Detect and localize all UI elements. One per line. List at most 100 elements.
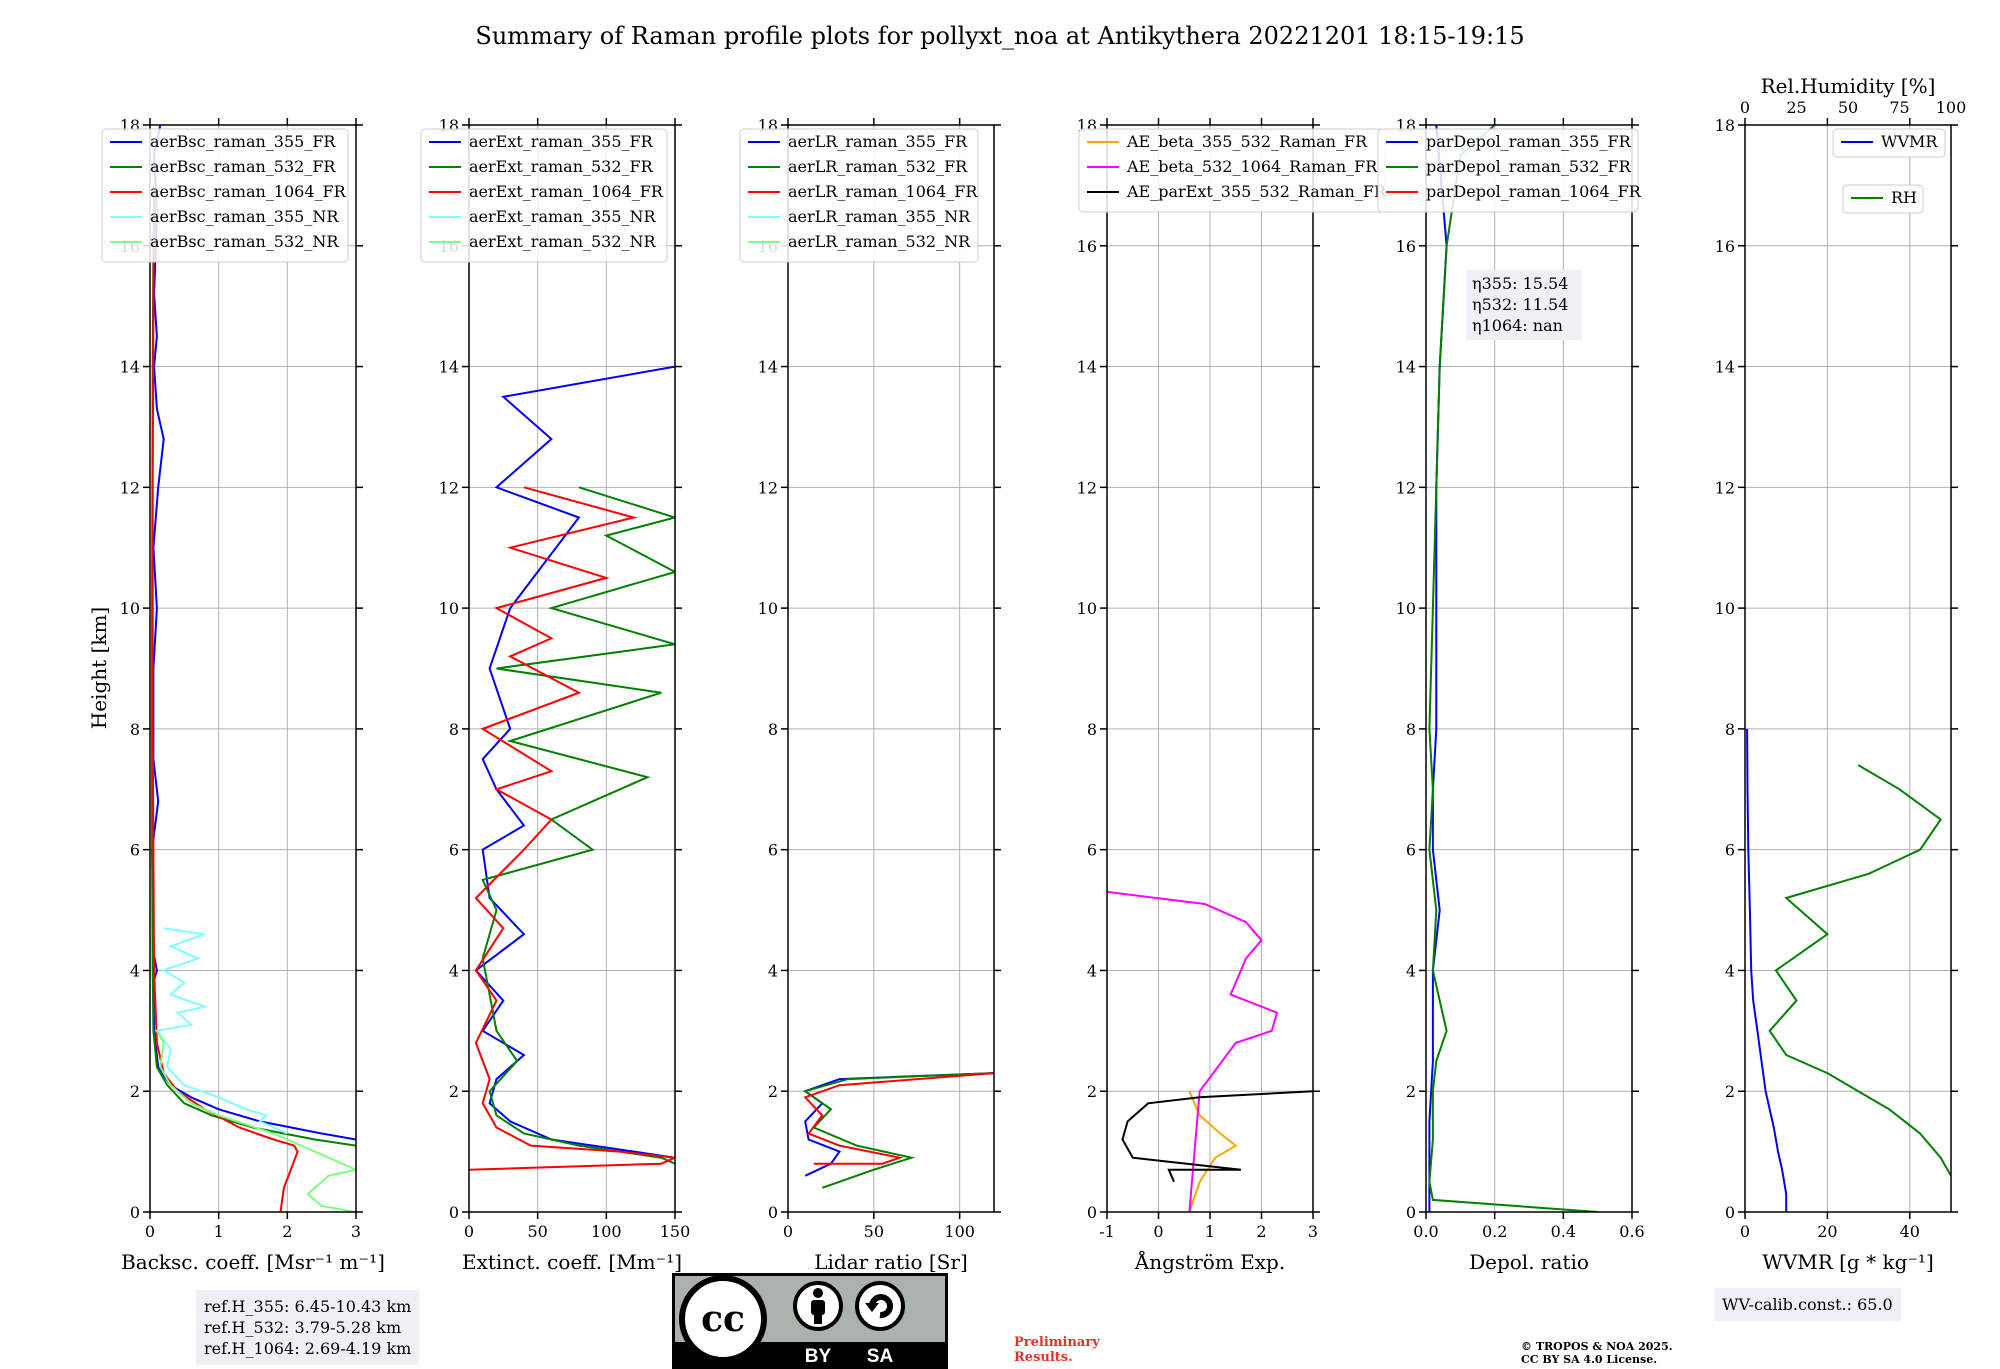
series-group: [151, 125, 356, 1212]
series-aerbsc-raman-532-nr: [156, 1030, 356, 1212]
y-tick-label: 14: [1396, 358, 1416, 377]
series-aerlr-raman-355-fr: [803, 1072, 994, 1177]
preliminary-line-1: Preliminary: [1014, 1335, 1100, 1350]
plot-frame: [1106, 124, 1314, 1213]
x2-tick-label: 0: [1740, 98, 1750, 117]
y-tick-label: 2: [130, 1082, 140, 1101]
share-alike-icon: [855, 1281, 905, 1331]
x-tick-label: 0.0: [1413, 1222, 1438, 1241]
series-aerlr-raman-532-fr: [802, 1072, 994, 1189]
y-tick-label: 14: [758, 358, 778, 377]
y-tick-label: 12: [120, 478, 140, 497]
plot-frame: [149, 124, 357, 1213]
y-tick-label: 4: [1087, 961, 1097, 980]
series-group: [1428, 125, 1598, 1212]
plot-frame: [468, 124, 676, 1213]
wv-calibration-box: WV-calib.const.: 65.0: [1714, 1288, 1901, 1321]
legend-entry: AE_parExt_355_532_Raman_FR: [1126, 182, 1387, 201]
legend-frame: [420, 128, 668, 263]
y-tick-label: 10: [120, 599, 140, 618]
sa-label: SA: [867, 1346, 894, 1367]
y-tick-label: 18: [1715, 116, 1735, 135]
lidar-ratio-panel: 024681012141618050100Lidar ratio [Sr]aer…: [739, 116, 1001, 1274]
x-axis-label: Ångström Exp.: [1134, 1249, 1285, 1274]
y-tick-label: 12: [1715, 478, 1735, 497]
x-tick-label: 20: [1817, 1222, 1837, 1241]
y-tick-label: 0: [1406, 1203, 1416, 1222]
y-tick-label: 4: [1725, 961, 1735, 980]
preliminary-line-2: Results.: [1014, 1350, 1073, 1365]
series-aerext-raman-1064-fr: [469, 486, 675, 1171]
eta-value: η532: 11.54: [1472, 295, 1568, 314]
series-aerbsc-raman-532-fr: [151, 185, 356, 1147]
y-tick-label: 8: [130, 720, 140, 739]
legend-entry: aerExt_raman_355_FR: [469, 132, 654, 151]
legend-entry: aerBsc_raman_532_FR: [150, 157, 336, 176]
y-tick-label: 6: [1087, 841, 1097, 860]
y-tick-label: 2: [1406, 1082, 1416, 1101]
x-tick-label: 2: [282, 1222, 292, 1241]
x-axis-label: Extinct. coeff. [Mm⁻¹]: [462, 1250, 682, 1274]
extinction-panel: 024681012141618050100150Extinct. coeff. …: [420, 116, 691, 1274]
y-tick-label: 0: [449, 1203, 459, 1222]
figure-title: Summary of Raman profile plots for polly…: [475, 22, 1525, 50]
legend-entry: RH: [1891, 188, 1917, 207]
y-tick-label: 2: [768, 1082, 778, 1101]
series-group: [1107, 890, 1313, 1212]
y-tick-label: 4: [130, 961, 140, 980]
series-aerext-raman-355-fr: [474, 365, 675, 1159]
legend-frame: [739, 128, 979, 263]
x-tick-label: 1: [1205, 1222, 1215, 1241]
y-tick-label: 8: [1406, 720, 1416, 739]
x-tick-label: 100: [591, 1222, 622, 1241]
ref-height-355: ref.H_355: 6.45-10.43 km: [204, 1297, 412, 1316]
legend-entry: aerExt_raman_532_NR: [469, 232, 657, 251]
x-axis-label: Backsc. coeff. [Msr⁻¹ m⁻¹]: [121, 1250, 385, 1274]
series-ae-beta-355-532-raman-fr: [1188, 1090, 1238, 1212]
x-tick-label: 0.2: [1482, 1222, 1507, 1241]
legend-entry: aerLR_raman_355_FR: [788, 132, 968, 151]
y-tick-label: 2: [1725, 1082, 1735, 1101]
legend: parDepol_raman_355_FR parDepol_raman_532_…: [1377, 128, 1642, 213]
legend-entry: aerBsc_raman_1064_FR: [150, 182, 347, 201]
series-aerbsc-raman-355-fr: [151, 125, 356, 1141]
y-tick-label: 10: [1396, 599, 1416, 618]
x-tick-label: 0: [1153, 1222, 1163, 1241]
ref-height-532: ref.H_532: 3.79-5.28 km: [204, 1318, 402, 1337]
y-tick-label: 6: [1406, 841, 1416, 860]
x2-tick-label: 25: [1786, 98, 1806, 117]
x-tick-label: 0: [145, 1222, 155, 1241]
y-tick-label: 10: [1077, 599, 1097, 618]
series-group: [1746, 728, 1951, 1212]
ref-height-1064: ref.H_1064: 2.69-4.19 km: [204, 1339, 412, 1358]
legend-entry: aerLR_raman_532_NR: [788, 232, 971, 251]
x-tick-label: 50: [864, 1222, 884, 1241]
legend-entry: aerBsc_raman_355_NR: [150, 207, 339, 226]
copyright-note: © TROPOS & NOA 2025. CC BY SA 4.0 Licens…: [1521, 1340, 1673, 1366]
x2-tick-label: 100: [1936, 98, 1967, 117]
legend: aerLR_raman_355_FR aerLR_raman_532_FR aerL…: [739, 128, 979, 263]
legend-entry: AE_beta_532_1064_Raman_FR: [1126, 157, 1378, 176]
backscatter-panel: 0246810121416180123Backsc. coeff. [Msr⁻¹…: [101, 116, 385, 1274]
series-ae-parext-355-532-raman-fr: [1121, 1090, 1313, 1183]
x-tick-label: 150: [660, 1222, 691, 1241]
y-tick-label: 4: [1406, 961, 1416, 980]
y-tick-label: 14: [1715, 358, 1735, 377]
plot-frame: [787, 124, 995, 1213]
wvmr-panel: 0 2 4 6 8 10 12 14 16 18 0 20 40 WVMR [g * kg⁻¹] 0 25 50…: [1715, 74, 1967, 1274]
y-tick-label: 12: [439, 478, 459, 497]
attribution-person-icon: [793, 1281, 843, 1331]
legend-entry: parDepol_raman_355_FR: [1426, 132, 1632, 151]
series-aerlr-raman-1064-fr: [803, 1072, 994, 1165]
legend: aerExt_raman_355_FR aerExt_raman_532_FRae…: [420, 128, 668, 263]
series-rh: [1768, 764, 1951, 1177]
y-tick-label: 12: [1077, 478, 1097, 497]
y-tick-label: 12: [1396, 478, 1416, 497]
x2-axis-label: Rel.Humidity [%]: [1761, 74, 1936, 98]
eta-value: η355: 15.54: [1472, 274, 1568, 293]
x-tick-label: 0: [1740, 1222, 1750, 1241]
legend-frame: [1832, 128, 1946, 158]
reference-heights-box: ref.H_355: 6.45-10.43 km ref.H_532: 3.79…: [196, 1290, 420, 1365]
x-tick-label: 40: [1900, 1222, 1920, 1241]
series-group: [802, 1072, 994, 1189]
